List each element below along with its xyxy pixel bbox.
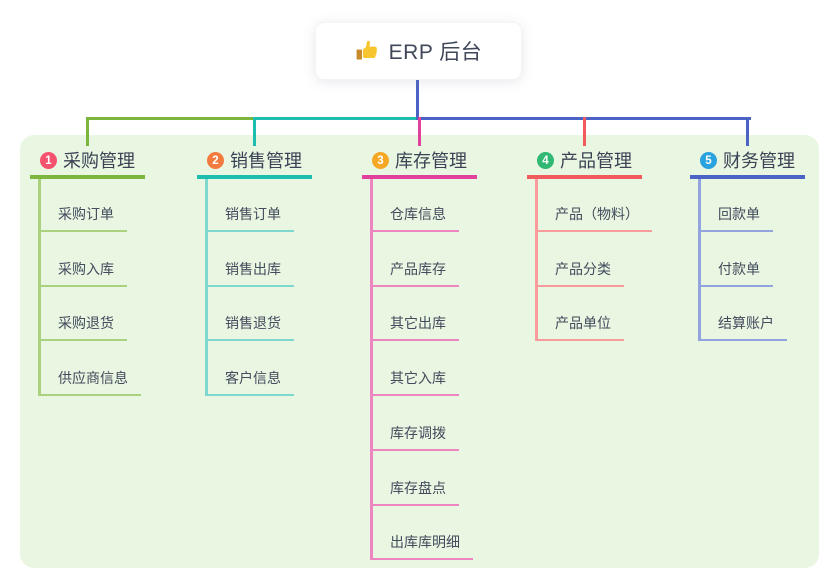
child-connector-line: [205, 284, 294, 287]
child-connector-line: [205, 230, 294, 232]
child-connector-line: [698, 230, 773, 232]
child-connector-line: [370, 448, 459, 451]
child-connector-line: [370, 230, 459, 232]
branch-drop-line: [86, 117, 89, 146]
child-node[interactable]: 产品库存: [390, 260, 446, 277]
child-connector-line: [38, 230, 127, 232]
branch-badge: 4: [537, 152, 554, 169]
child-connector-line: [535, 339, 624, 342]
child-connector-line: [370, 284, 459, 287]
branch-title[interactable]: 采购管理: [63, 151, 135, 171]
branch-drop-line: [253, 117, 256, 146]
child-connector-line: [38, 284, 127, 287]
child-node[interactable]: 其它入库: [390, 370, 446, 387]
child-connector-line: [535, 230, 652, 232]
branch-title[interactable]: 财务管理: [723, 151, 795, 171]
branch-underline: [527, 175, 642, 179]
root-connector-line: [415, 80, 419, 120]
child-node[interactable]: 销售订单: [225, 206, 281, 222]
branch-title[interactable]: 库存管理: [395, 151, 467, 171]
child-connector-line: [370, 339, 459, 342]
child-node[interactable]: 产品（物料）: [555, 206, 639, 222]
child-connector-line: [38, 339, 127, 342]
child-node[interactable]: 销售出库: [225, 260, 281, 277]
thumbs-up-icon: [355, 39, 379, 63]
child-connector-line: [698, 284, 773, 287]
child-node[interactable]: 其它出库: [390, 315, 446, 332]
child-connector-line: [38, 394, 141, 397]
child-node[interactable]: 出库库明细: [390, 534, 460, 551]
child-node[interactable]: 产品单位: [555, 315, 611, 332]
map-background-panel: [20, 135, 819, 568]
child-node[interactable]: 产品分类: [555, 260, 611, 277]
branch-underline: [690, 175, 805, 179]
branch-underline: [30, 175, 145, 179]
branch-trunk-line: [370, 179, 373, 561]
child-connector-line: [370, 394, 459, 397]
child-node[interactable]: 库存调拨: [390, 424, 446, 441]
child-node[interactable]: 结算账户: [718, 315, 774, 332]
branch-trunk-line: [535, 179, 538, 342]
child-connector-line: [535, 284, 624, 287]
branch-badge: 1: [40, 152, 57, 169]
child-node[interactable]: 库存盘点: [390, 479, 446, 496]
child-connector-line: [370, 558, 473, 561]
child-connector-line: [698, 339, 787, 342]
branch-title[interactable]: 销售管理: [230, 151, 302, 171]
child-connector-line: [205, 394, 294, 397]
branch-underline: [362, 175, 477, 179]
branch-trunk-line: [38, 179, 41, 397]
branch-drop-line: [746, 117, 749, 146]
child-node[interactable]: 供应商信息: [58, 370, 128, 387]
child-node[interactable]: 采购入库: [58, 260, 114, 277]
branch-trunk-line: [698, 179, 701, 342]
child-node[interactable]: 付款单: [718, 260, 760, 277]
branch-trunk-line: [205, 179, 208, 397]
branch-badge: 5: [700, 152, 717, 169]
branch-title[interactable]: 产品管理: [560, 151, 632, 171]
child-node[interactable]: 采购退货: [58, 315, 114, 332]
child-connector-line: [205, 339, 294, 342]
child-connector-line: [370, 503, 459, 506]
branch-underline: [197, 175, 312, 179]
child-node[interactable]: 仓库信息: [390, 206, 446, 222]
branch-badge: 2: [207, 152, 224, 169]
root-node[interactable]: ERP 后台: [315, 22, 522, 80]
rail-segment: [253, 117, 419, 120]
child-node[interactable]: 销售退货: [225, 315, 281, 332]
branch-drop-line: [418, 117, 421, 146]
rail-segment: [86, 117, 256, 120]
branch-drop-line: [583, 117, 586, 146]
branch-badge: 3: [372, 152, 389, 169]
child-node[interactable]: 客户信息: [225, 370, 281, 387]
root-label: ERP 后台: [388, 41, 483, 64]
child-node[interactable]: 回款单: [718, 206, 760, 222]
child-node[interactable]: 采购订单: [58, 206, 114, 222]
